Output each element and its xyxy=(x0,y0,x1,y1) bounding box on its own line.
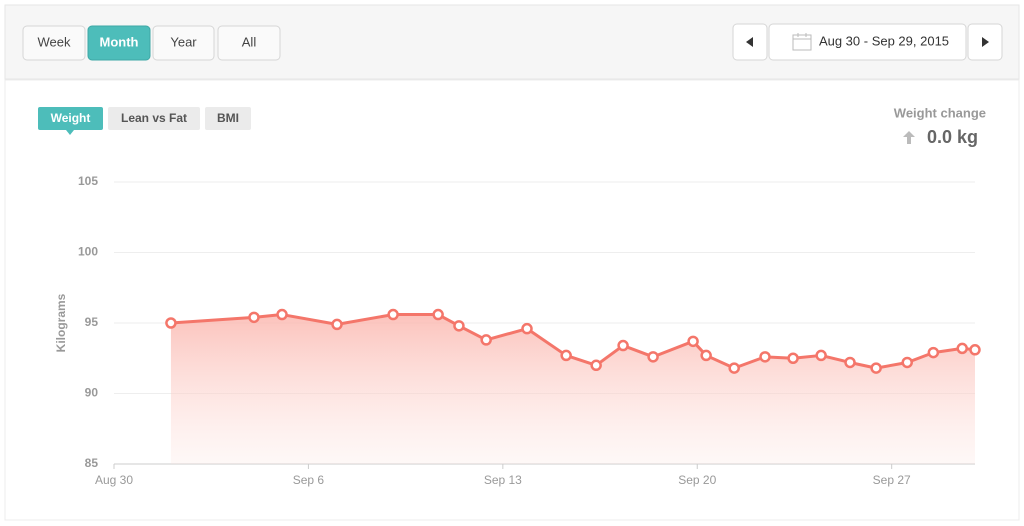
point xyxy=(453,320,465,332)
tab[interactable] xyxy=(205,107,251,130)
y-tick-label: 90 xyxy=(85,386,99,400)
next-icon xyxy=(982,37,989,47)
x-tick-label: Sep 20 xyxy=(678,473,716,487)
point xyxy=(969,344,981,356)
point xyxy=(787,352,799,364)
date-range: Aug 30 - Sep 29, 2015 xyxy=(819,33,949,48)
calendar-icon xyxy=(792,33,812,51)
point xyxy=(956,342,968,355)
range-label: Month xyxy=(100,34,139,49)
point xyxy=(560,349,572,362)
point xyxy=(617,339,629,352)
date-range-button[interactable] xyxy=(768,23,967,61)
up-arrow-icon xyxy=(903,131,915,144)
y-tick-label: 105 xyxy=(78,174,98,188)
tab[interactable] xyxy=(38,107,103,130)
tab-label: Weight xyxy=(51,111,91,125)
point xyxy=(432,308,444,321)
x-tick-label: Aug 30 xyxy=(95,473,133,487)
tab-caret xyxy=(66,130,74,135)
point xyxy=(815,349,827,362)
area xyxy=(170,314,975,464)
point xyxy=(901,356,913,369)
point xyxy=(165,317,177,329)
x-tick-label: Sep 27 xyxy=(873,473,911,487)
point xyxy=(700,349,712,362)
tab-label: BMI xyxy=(217,111,239,125)
range-label: Year xyxy=(170,34,197,49)
range-label: All xyxy=(242,34,257,49)
y-tick-label: 85 xyxy=(85,456,99,470)
prev-icon xyxy=(746,37,753,47)
point xyxy=(728,362,740,374)
point xyxy=(844,356,856,369)
tab[interactable] xyxy=(108,107,200,130)
range-label: Week xyxy=(38,34,71,49)
tab-label: Lean vs Fat xyxy=(121,111,187,125)
range-button[interactable] xyxy=(152,25,215,61)
point xyxy=(248,311,260,324)
point xyxy=(759,351,771,363)
point xyxy=(521,322,533,335)
weight-change-label: Weight change xyxy=(894,105,986,120)
point xyxy=(387,308,399,321)
range-button[interactable] xyxy=(22,25,86,61)
tabs: Weight Lean vs Fat BMI xyxy=(38,107,251,135)
x-tick-label: Sep 13 xyxy=(484,473,522,487)
point xyxy=(480,334,492,346)
point xyxy=(331,318,343,331)
point xyxy=(927,346,940,359)
y-tick-label: 100 xyxy=(78,245,98,259)
weight-change-value: 0.0 kg xyxy=(927,127,978,147)
range-buttons: Week Month Year All xyxy=(22,25,281,61)
point xyxy=(590,359,602,372)
point xyxy=(870,362,882,374)
point xyxy=(647,351,659,363)
point xyxy=(687,335,699,348)
range-button[interactable] xyxy=(217,25,281,61)
range-button[interactable] xyxy=(87,25,151,61)
y-tick-label: 95 xyxy=(85,315,99,329)
chart: 85 90 95 100 105 Aug 30 Sep 6 Sep 13 Sep 20 Sep 2… xyxy=(78,174,981,487)
x-tick-label: Sep 6 xyxy=(293,473,325,487)
y-axis-label: Kilograms xyxy=(54,293,68,352)
point xyxy=(276,308,288,321)
